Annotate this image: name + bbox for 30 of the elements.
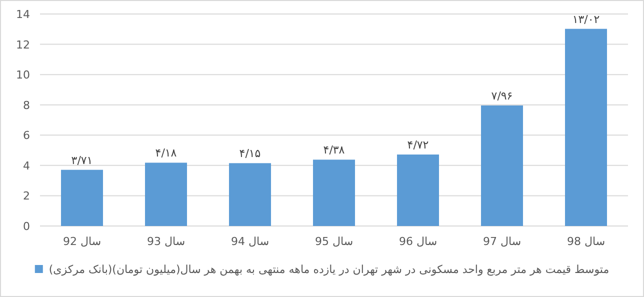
x-tick-label: 95 سال: [314, 235, 354, 248]
data-label: ۴/۱۵: [239, 147, 261, 160]
legend-label: متوسط قیمت هر متر مربع واحد مسکونی در شهر تهران در یازده ماهه منتهی به بهمن هر سال(میلیون تومان)(بانک مرکزی): [48, 263, 610, 276]
x-tick-label: 96 سال: [398, 235, 438, 248]
y-tick-label: 6: [23, 129, 30, 142]
y-tick-label: 12: [16, 38, 30, 52]
y-tick-label: 2: [23, 190, 30, 203]
bar: [565, 28, 607, 226]
y-tick-label: 10: [16, 68, 30, 82]
y-tick-label: 14: [16, 8, 30, 21]
bar: [61, 170, 103, 226]
x-tick-label: 98 سال: [566, 235, 606, 248]
data-label: ۱۳/۰۲: [572, 12, 600, 26]
bar: [229, 163, 271, 226]
x-tick-label: 97 سال: [482, 235, 522, 248]
x-tick-label: 92 سال: [62, 235, 102, 248]
data-label: ۴/۷۲: [407, 138, 429, 152]
data-label: ۴/۳۸: [323, 144, 345, 157]
y-tick-label: 0: [23, 220, 30, 233]
bar: [397, 154, 439, 226]
y-tick-label: 8: [23, 98, 30, 112]
x-tick-label: 94 سال: [230, 235, 270, 248]
data-label: ۷/۹۶: [491, 89, 513, 102]
y-tick-label: 4: [23, 159, 30, 172]
bar: [313, 160, 355, 226]
data-label: ۴/۱۸: [155, 146, 177, 160]
x-tick-label: 93 سال: [146, 235, 186, 248]
data-label: ۳/۷۱: [71, 154, 93, 167]
bar: [145, 162, 187, 226]
bar: [481, 105, 523, 226]
